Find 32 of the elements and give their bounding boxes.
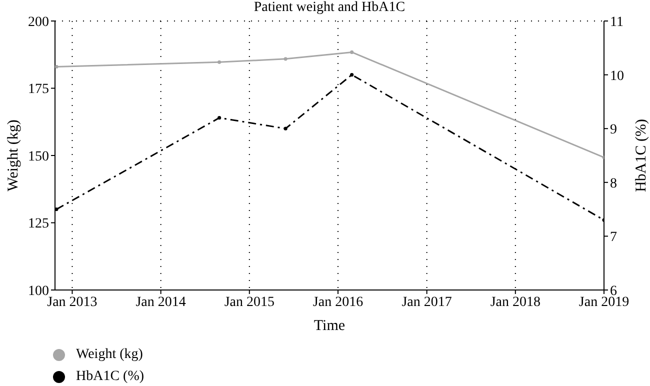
x-tick-label: Jan 2019 xyxy=(578,294,630,310)
legend-label: HbA1C (%) xyxy=(76,369,144,385)
point xyxy=(55,208,58,212)
x-axis-title: Time xyxy=(314,318,346,334)
y-tick-label: 200 xyxy=(28,14,49,30)
line-series xyxy=(55,50,604,160)
x-tick-label: Jan 2016 xyxy=(312,294,364,310)
point xyxy=(55,64,58,69)
y-tick-label: 125 xyxy=(28,216,49,232)
y2-tick-label: 7 xyxy=(610,230,617,246)
y2-tick-label: 9 xyxy=(610,122,617,138)
point xyxy=(350,73,354,77)
point xyxy=(218,60,222,64)
y2-tick-label: 8 xyxy=(610,176,617,192)
x-tick-label: Jan 2015 xyxy=(224,294,274,310)
chart-title: Patient weight and HbA1C xyxy=(252,0,406,16)
y-tick-label: 175 xyxy=(28,82,49,98)
y2-tick-label: 10 xyxy=(610,68,624,84)
x-tick-label: Jan 2017 xyxy=(402,294,452,310)
point xyxy=(218,116,222,120)
x-tick-label: Jan 2013 xyxy=(47,294,98,310)
y-tick-label: 150 xyxy=(28,149,49,164)
y-tick-label: 100 xyxy=(28,284,49,299)
point xyxy=(284,57,288,61)
point xyxy=(350,50,354,54)
y2-axis-title: HbA1C (%) xyxy=(633,119,650,192)
legend-label: Weight (kg) xyxy=(76,347,143,363)
y-axis-title: Weight (kg) xyxy=(5,120,22,192)
x-tick-label: Jan 2018 xyxy=(490,294,540,310)
y2-tick-label: 11 xyxy=(610,14,624,30)
x-tick-label: Jan 2014 xyxy=(136,294,186,310)
point xyxy=(284,126,288,130)
